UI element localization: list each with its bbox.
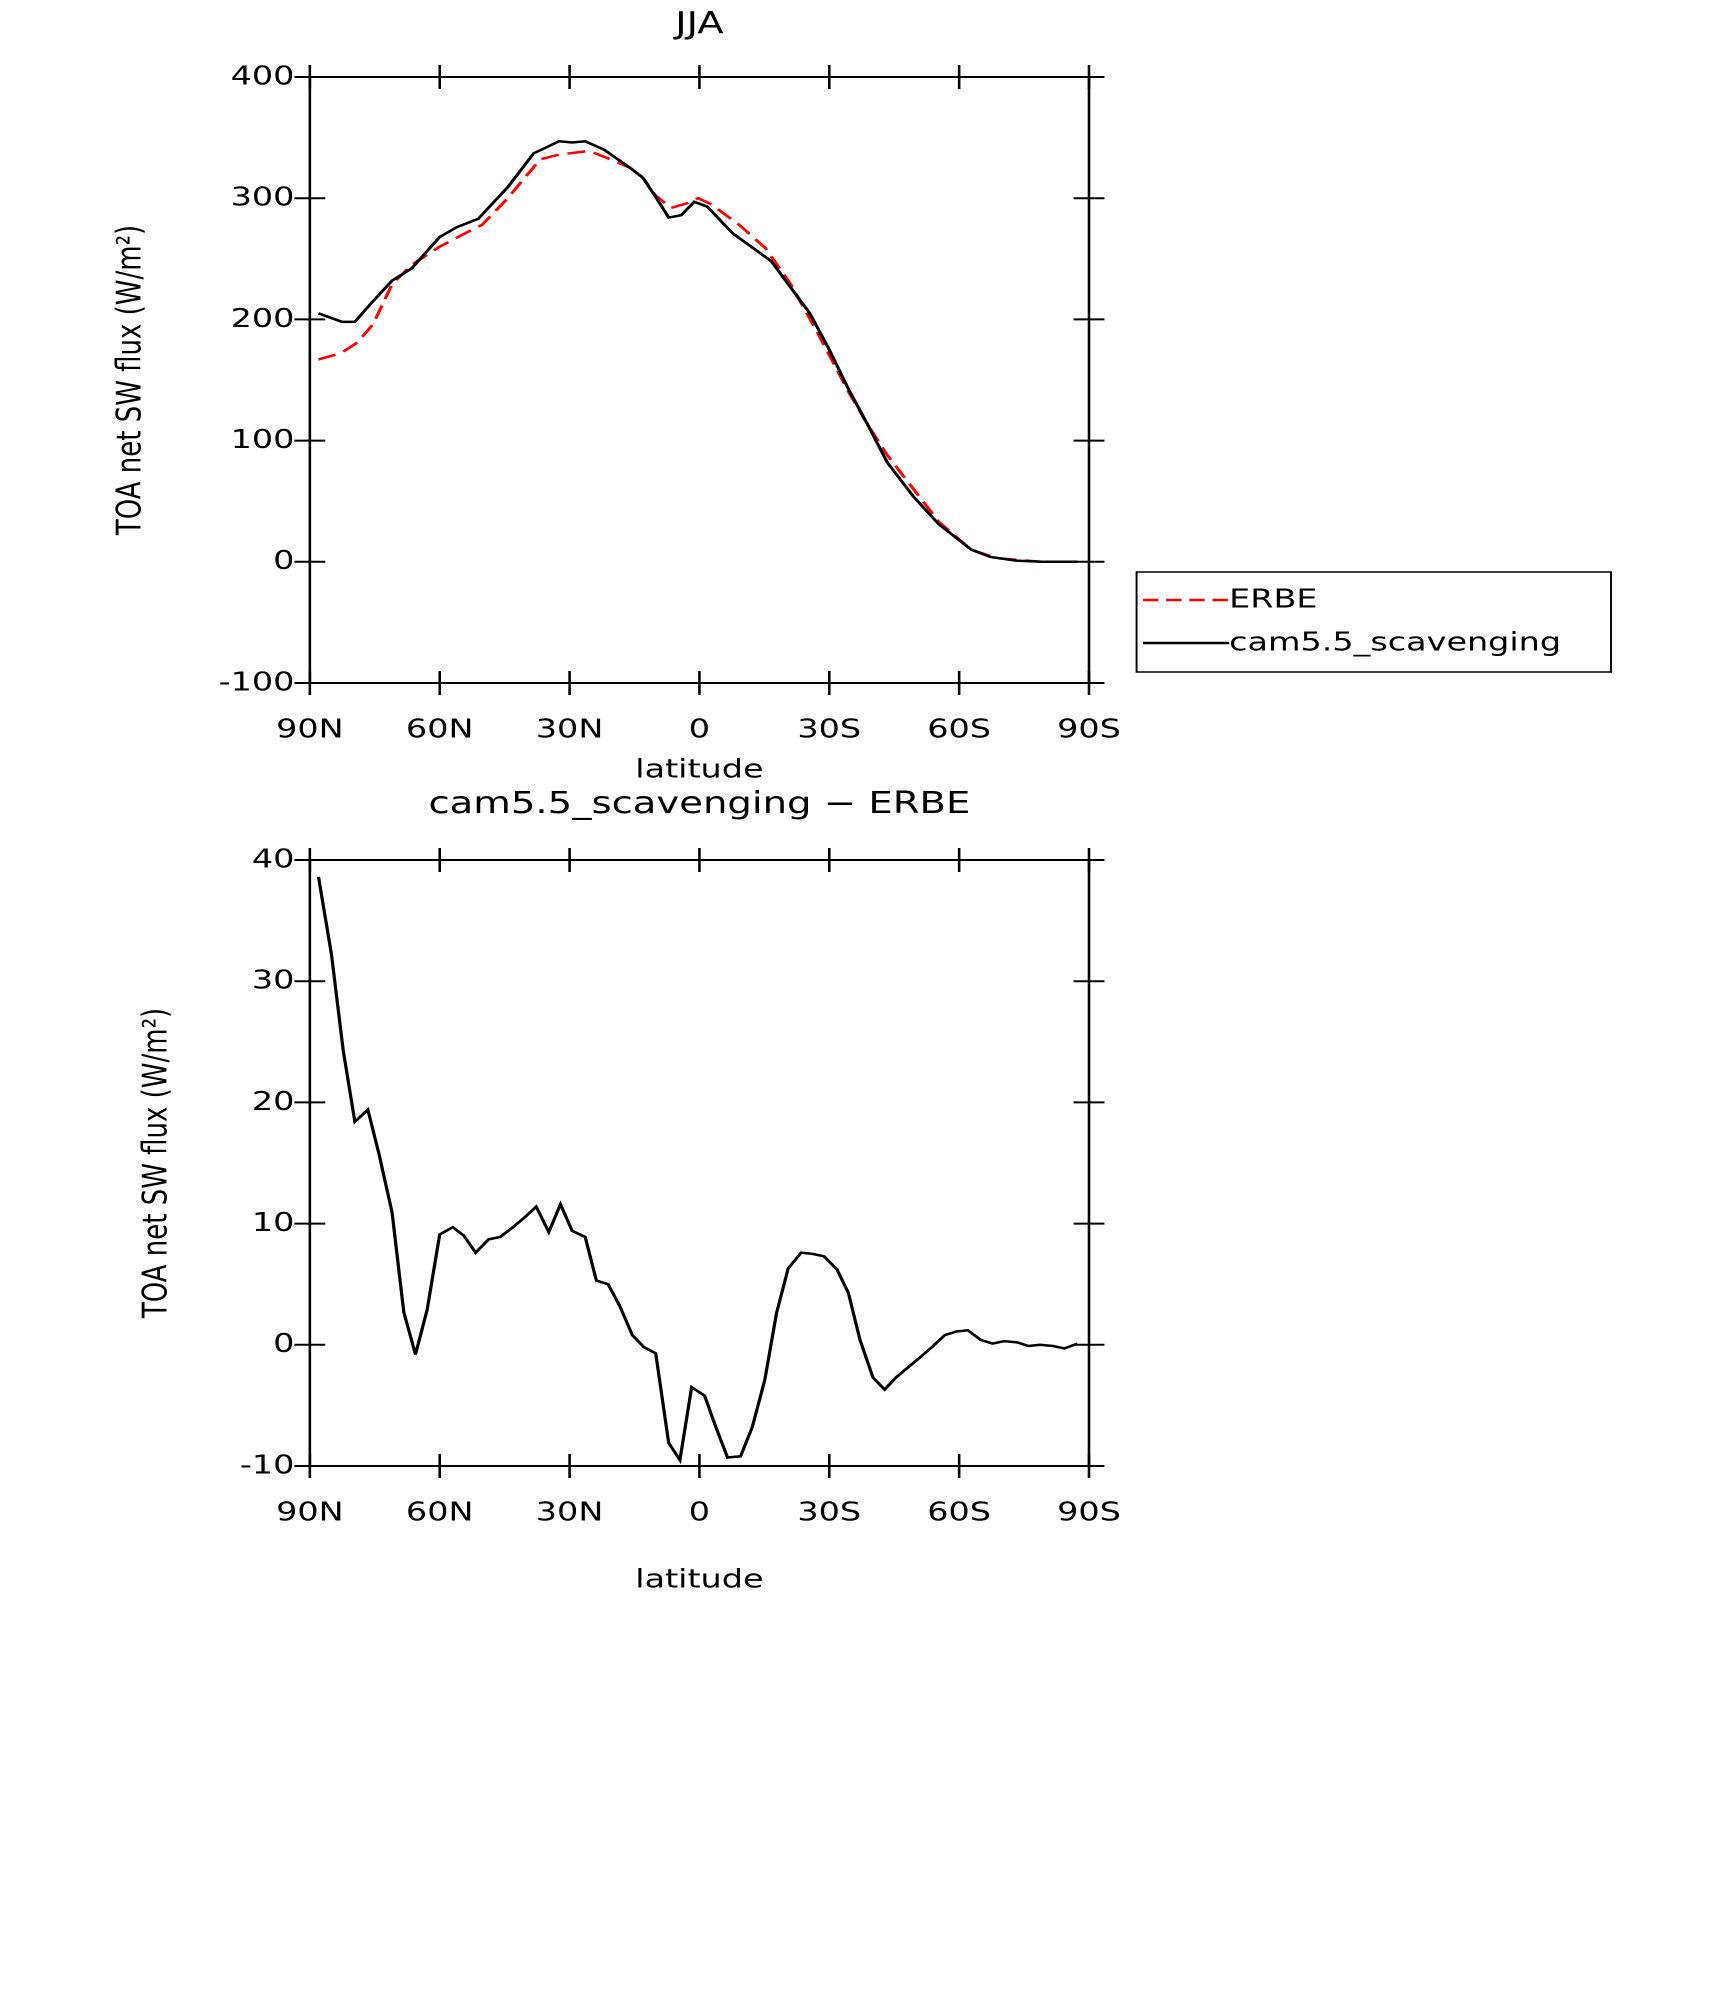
y-tick-label: 100	[231, 425, 295, 455]
y-tick-label: 0	[273, 1329, 294, 1359]
chart-title: JJA	[673, 6, 724, 41]
data-line	[317, 139, 1078, 564]
x-tick-label: 60S	[927, 714, 991, 744]
legend-label: cam5.5_scavenging	[1229, 627, 1561, 657]
chart-title: cam5.5_scavenging − ERBE	[428, 786, 970, 821]
legend-box	[1135, 571, 1612, 673]
y-axis-label: TOA net SW flux (W/m²)	[136, 1008, 175, 1319]
y-tick-label: 300	[231, 182, 295, 212]
x-tick-label: 60N	[406, 714, 474, 744]
data-line	[316, 876, 1079, 1465]
data-line	[317, 149, 1078, 564]
x-tick-label: 90S	[1057, 1497, 1121, 1527]
y-axis-label: TOA net SW flux (W/m²)	[110, 225, 149, 536]
x-tick-label: 0	[689, 1497, 710, 1527]
plot-frame	[308, 76, 1091, 684]
y-tick-label: 200	[231, 303, 295, 333]
x-tick-label: 0	[689, 714, 710, 744]
y-tick-label: 10	[252, 1208, 295, 1238]
x-tick-label: 90N	[276, 1497, 344, 1527]
x-tick-label: 90N	[276, 714, 344, 744]
x-tick-label: 30N	[536, 714, 604, 744]
x-tick-label: 30S	[797, 714, 861, 744]
x-tick-label: 30S	[797, 1497, 861, 1527]
y-tick-label: 400	[231, 61, 295, 91]
y-tick-label: -10	[240, 1450, 295, 1480]
x-axis-label: latitude	[635, 754, 763, 784]
plot-frame	[308, 859, 1091, 1467]
x-tick-label: 30N	[536, 1497, 604, 1527]
x-axis-label: latitude	[635, 1564, 763, 1594]
y-tick-label: 30	[252, 965, 295, 995]
y-tick-label: 20	[252, 1086, 295, 1116]
y-tick-label: -100	[219, 667, 295, 697]
legend-label: ERBE	[1229, 584, 1317, 614]
x-tick-label: 90S	[1057, 714, 1121, 744]
x-tick-label: 60N	[406, 1497, 474, 1527]
x-tick-label: 60S	[927, 1497, 991, 1527]
y-tick-label: 40	[252, 844, 295, 874]
y-tick-label: 0	[273, 546, 294, 576]
